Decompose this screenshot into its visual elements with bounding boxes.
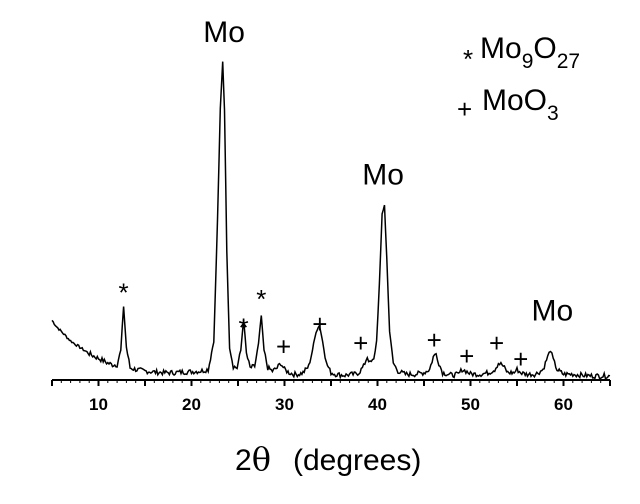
peak-marker-asterisk: * [239,312,249,342]
peak-label-mo: Mo [362,158,404,191]
peak-marker-plus: + [276,331,291,361]
peak-marker-plus: + [427,325,442,355]
legend-label-sub2: 27 [557,50,580,73]
legend-marker-plus: + [457,94,472,124]
series-line [51,61,611,380]
x-tick-label: 50 [461,395,480,414]
legend-label-mo9o27: Mo9O27 [480,32,580,73]
peak-markers: ***+++ ++ ++ [119,277,529,374]
legend: * Mo9O27 + MoO3 [457,32,580,125]
legend-entry-moo3: + MoO3 [457,84,559,125]
peak-marker-plus: + [513,344,528,374]
x-tick-label: 10 [89,395,108,414]
peak-label-mo: Mo [531,295,573,328]
legend-label-mid: O [533,32,556,65]
peak-labels: Mo Mo Mo [203,16,573,328]
legend-marker-asterisk: * [463,44,473,74]
legend-label-moo3: MoO3 [482,84,559,125]
peak-marker-plus: + [312,309,327,339]
legend-label-base: Mo [480,32,522,65]
peak-marker-asterisk: * [119,277,129,307]
peak-label-mo: Mo [203,16,245,49]
x-axis-label-prefix: 2 [235,444,252,477]
peak-marker-plus: + [489,328,504,358]
x-axis-label-units: (degrees) [293,444,421,477]
x-tick-label: 40 [368,395,387,414]
x-axis-label: 2θ (degrees) [235,440,421,478]
legend-label-base: MoO [482,84,547,117]
x-axis: 10 20 30 40 50 60 [51,379,611,414]
peak-marker-plus: + [353,328,368,358]
legend-label-sub1: 9 [522,50,534,73]
x-tick-label: 20 [182,395,201,414]
x-tick-label: 30 [275,395,294,414]
legend-entry-mo9o27: * Mo9O27 [463,32,580,74]
peak-marker-asterisk: * [256,284,266,314]
legend-label-sub2: 3 [547,102,559,125]
x-axis-label-theta: θ [252,440,271,478]
plot-area [51,61,611,380]
peak-marker-plus: + [459,341,474,371]
x-tick-label: 60 [554,395,573,414]
